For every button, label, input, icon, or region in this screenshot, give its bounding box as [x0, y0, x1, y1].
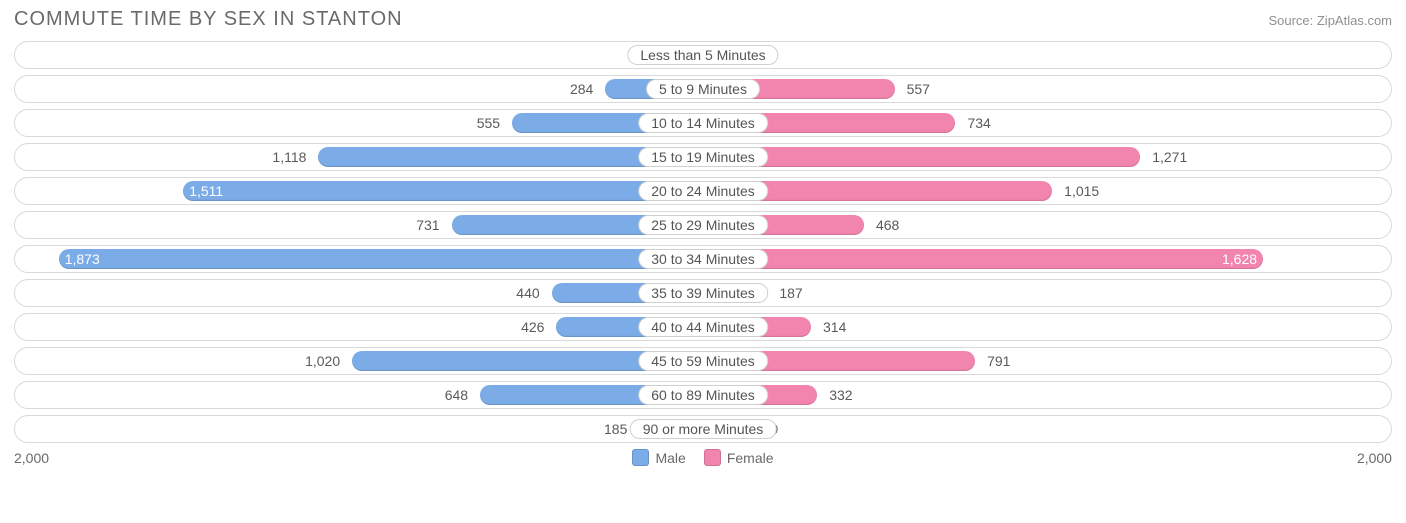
chart-footer: 2,000 Male Female 2,000: [14, 449, 1392, 466]
bar-value-female: 791: [981, 353, 1016, 369]
chart-source: Source: ZipAtlas.com: [1268, 13, 1392, 28]
legend-swatch-female: [704, 449, 721, 466]
legend-item-female: Female: [704, 449, 774, 466]
bar-value-male: 555: [471, 115, 506, 131]
bar-value-male: 1,020: [299, 353, 346, 369]
bar-value-female: 1,628: [1216, 251, 1263, 267]
chart-row: 555 734 10 to 14 Minutes: [14, 109, 1392, 137]
axis-max-left: 2,000: [14, 450, 49, 466]
diverging-bar-chart: 5722Less than 5 Minutes 284 557 5 to 9 Minu…: [14, 41, 1392, 443]
bar-value-male: 426: [515, 319, 550, 335]
category-label: 20 to 24 Minutes: [638, 181, 768, 201]
bar-value-female: 1,271: [1146, 149, 1193, 165]
bar-value-male: 185: [598, 421, 633, 437]
category-label: 15 to 19 Minutes: [638, 147, 768, 167]
chart-row: 1,118 1,271 15 to 19 Minutes: [14, 143, 1392, 171]
bar-value-male: 440: [510, 285, 545, 301]
bar-value-male: 1,118: [266, 149, 312, 165]
legend-label-male: Male: [655, 450, 685, 466]
bar-value-female: 557: [901, 81, 936, 97]
bar-value-female: 468: [870, 217, 905, 233]
category-label: 45 to 59 Minutes: [638, 351, 768, 371]
category-label: 35 to 39 Minutes: [638, 283, 768, 303]
chart-header: COMMUTE TIME BY SEX IN STANTON Source: Z…: [14, 8, 1392, 31]
bar-value-female: 734: [961, 115, 996, 131]
chart-row: 731 468 25 to 29 Minutes: [14, 211, 1392, 239]
category-label: 10 to 14 Minutes: [638, 113, 768, 133]
bar-value-male: 648: [439, 387, 474, 403]
bar-value-male: 1,511: [183, 183, 229, 199]
category-label: Less than 5 Minutes: [627, 45, 778, 65]
category-label: 40 to 44 Minutes: [638, 317, 768, 337]
chart-row: 426 314 40 to 44 Minutes: [14, 313, 1392, 341]
chart-title: COMMUTE TIME BY SEX IN STANTON: [14, 8, 403, 31]
category-label: 90 or more Minutes: [630, 419, 777, 439]
category-label: 25 to 29 Minutes: [638, 215, 768, 235]
chart-row: 440 187 35 to 39 Minutes: [14, 279, 1392, 307]
bar-value-male: 284: [564, 81, 599, 97]
chart-row: 1,873 1,628 30 to 34 Minutes: [14, 245, 1392, 273]
legend: Male Female: [632, 449, 773, 466]
category-label: 60 to 89 Minutes: [638, 385, 768, 405]
bar-value-female: 332: [823, 387, 858, 403]
category-label: 30 to 34 Minutes: [638, 249, 768, 269]
bar-value-male: 731: [410, 217, 445, 233]
legend-item-male: Male: [632, 449, 685, 466]
legend-swatch-male: [632, 449, 649, 466]
chart-row: 1,511 1,015 20 to 24 Minutes: [14, 177, 1392, 205]
chart-row: 284 557 5 to 9 Minutes: [14, 75, 1392, 103]
category-label: 5 to 9 Minutes: [646, 79, 760, 99]
bar-value-female: 314: [817, 319, 852, 335]
bar-value-male: 1,873: [59, 251, 106, 267]
bar-female: 1,628: [703, 249, 1263, 269]
chart-row: 5722Less than 5 Minutes: [14, 41, 1392, 69]
bar-female: [703, 147, 1140, 167]
bar-male: 1,873: [59, 249, 703, 269]
chart-row: 1,020 791 45 to 59 Minutes: [14, 347, 1392, 375]
chart-row: 648 332 60 to 89 Minutes: [14, 381, 1392, 409]
bar-value-female: 187: [773, 285, 808, 301]
bar-value-female: 1,015: [1058, 183, 1105, 199]
chart-row: 18511990 or more Minutes: [14, 415, 1392, 443]
legend-label-female: Female: [727, 450, 774, 466]
bar-male: 1,511: [183, 181, 703, 201]
axis-max-right: 2,000: [1357, 450, 1392, 466]
